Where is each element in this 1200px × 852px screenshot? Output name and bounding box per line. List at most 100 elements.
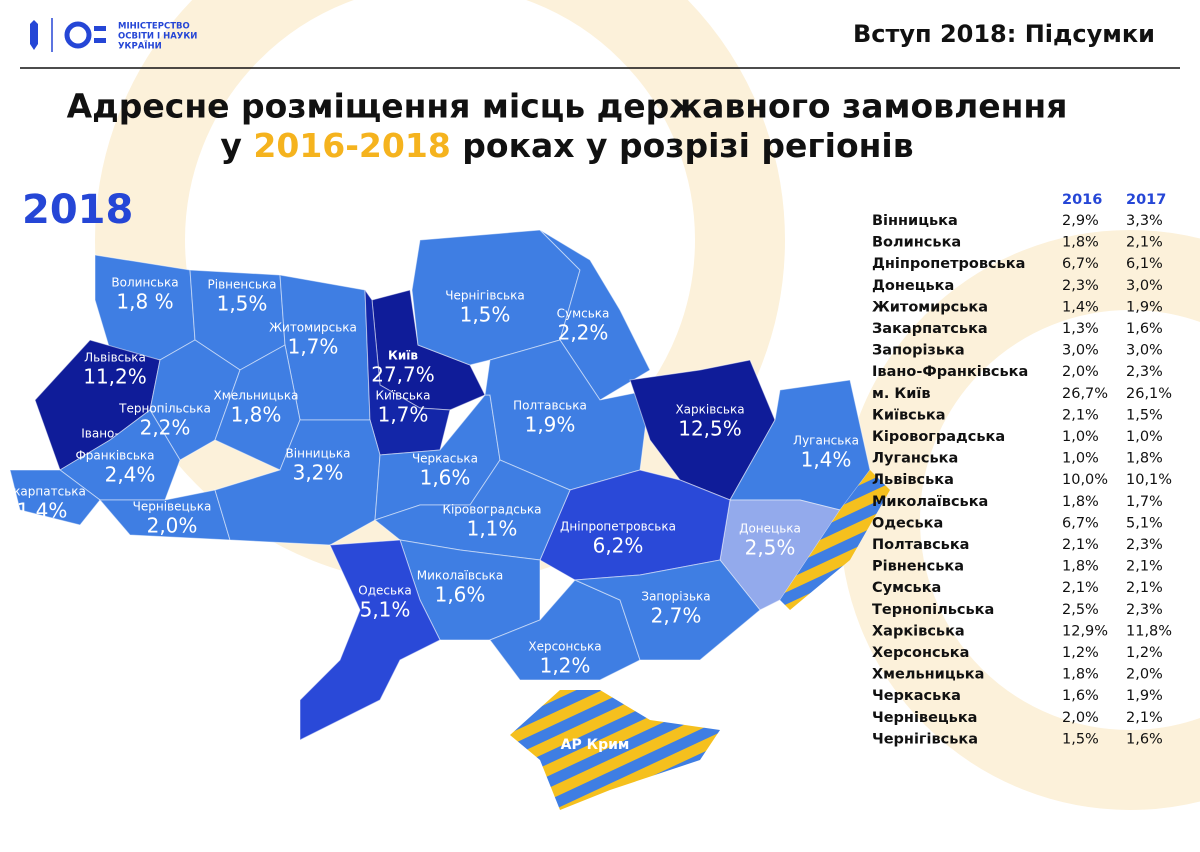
region-name: Донецька [739,522,801,536]
table-cell: 2,0% [1126,667,1163,683]
table-cell: 2,1% [1126,559,1163,575]
table-cell: Кіровоградська [872,429,1005,445]
region-value: 2,2% [558,321,609,345]
table-cell: Закарпатська [872,321,988,337]
table-cell: 6,1% [1126,256,1163,272]
table-cell: 2,3% [1126,364,1163,380]
table-cell: 2,0% [1062,710,1099,726]
region-value: 1,4% [801,448,852,472]
table-cell: 3,0% [1126,278,1163,294]
table-cell: 10,1% [1126,472,1172,488]
region-name: Закарпатська [0,485,86,499]
region-name: Миколаївська [417,569,503,583]
table-cell: Харківська [872,623,965,639]
table-cell: 1,8% [1062,667,1099,683]
table-cell: 1,0% [1062,429,1099,445]
table-cell: Хмельницька [872,667,984,683]
table-cell: 2,1% [1126,710,1163,726]
region-value: 2,4% [105,463,156,487]
region-name: Чернівецька [133,500,212,514]
region-value: 1,6% [435,583,486,607]
table-cell: 1,0% [1062,451,1099,467]
table-cell: Сумська [872,580,941,596]
region-name: Запорізька [641,590,710,604]
region-name: Черкаська [412,452,478,466]
table-cell: 1,6% [1126,731,1163,747]
region-value: 1,9% [525,413,576,437]
table-cell: 26,7% [1062,386,1108,402]
table-cell: 2,0% [1062,364,1099,380]
title-part: роках у розрізі регіонів [462,126,913,165]
region-value: 1,7% [378,403,429,427]
crimea [510,690,720,810]
region-value: 1,8 % [116,290,173,314]
region-value: 5,1% [360,598,411,622]
table-cell: 2,1% [1126,580,1163,596]
table-cell: Чернівецька [872,710,977,726]
region-value: 1,6% [420,466,471,490]
region-name: Одеська [358,584,411,598]
table-cell: Чернігівська [872,731,978,747]
logo-text: ОСВІТИ І НАУКИ [118,32,197,42]
table-cell: Миколаївська [872,494,988,510]
table-cell: Полтавська [872,537,969,553]
table-cell: 3,0% [1126,343,1163,359]
region-value: 1,5% [460,303,511,327]
region-name: Херсонська [528,640,601,654]
region-name: Франківська [75,449,154,463]
region-name: Полтавська [513,399,587,413]
region-name: Луганська [793,434,859,448]
table-cell: 26,1% [1126,386,1172,402]
region-value: 2,2% [140,416,191,440]
table-cell: Тернопільська [872,602,994,618]
table-cell: Черкаська [872,688,961,704]
region-name: Івано- [81,427,118,441]
table-cell: 5,1% [1126,515,1163,531]
table-cell: 1,3% [1062,321,1099,337]
table-cell: 6,7% [1062,515,1099,531]
table-cell: 2,1% [1062,580,1099,596]
table-cell: Київська [872,407,946,423]
table-cell: 1,4% [1062,299,1099,315]
logo-text: МІНІСТЕРСТВО [118,22,190,32]
logo-text: УКРАЇНИ [118,41,162,52]
table-cell: 1,6% [1062,688,1099,704]
table-cell: 1,6% [1126,321,1163,337]
region-value: 27,7% [371,363,435,387]
logo [30,18,106,52]
region-name: Волинська [111,276,178,290]
region-name: Київська [376,389,431,403]
table-cell: Херсонська [872,645,969,661]
table-cell: Львівська [872,472,954,488]
table-cell: 2,3% [1062,278,1099,294]
table-cell: 2,1% [1062,407,1099,423]
region-name: Сумська [557,307,610,321]
region [9,469,101,526]
column-header: 2016 [1062,192,1102,208]
region-name: Чернігівська [445,289,524,303]
table-cell: 1,5% [1126,407,1163,423]
table-cell: Волинська [872,235,961,251]
region-value: 2,7% [651,604,702,628]
region-value: 1,7% [288,335,339,359]
region-value: 2,5% [745,536,796,560]
table-cell: м. Київ [872,386,931,402]
table-cell: 1,5% [1062,731,1099,747]
table-cell: 1,8% [1062,559,1099,575]
region-value: 11,2% [83,365,147,389]
region-name: Рівненська [208,278,277,292]
region-name: Львівська [84,351,146,365]
region-name: Хмельницька [214,389,299,403]
region-name: Харківська [675,403,744,417]
table-cell: Івано-Франківська [872,364,1028,380]
title: Адресне розміщення місць державного замо… [67,87,1068,126]
table-cell: Дніпропетровська [872,256,1025,272]
table-cell: 3,3% [1126,213,1163,229]
table-cell: Вінницька [872,213,958,229]
table-cell: 2,9% [1062,213,1099,229]
region-value: 1,8% [231,403,282,427]
crimea-label: АР Крим [561,737,630,753]
region-value: 12,5% [678,417,742,441]
region-name: Дніпропетровська [560,520,676,534]
